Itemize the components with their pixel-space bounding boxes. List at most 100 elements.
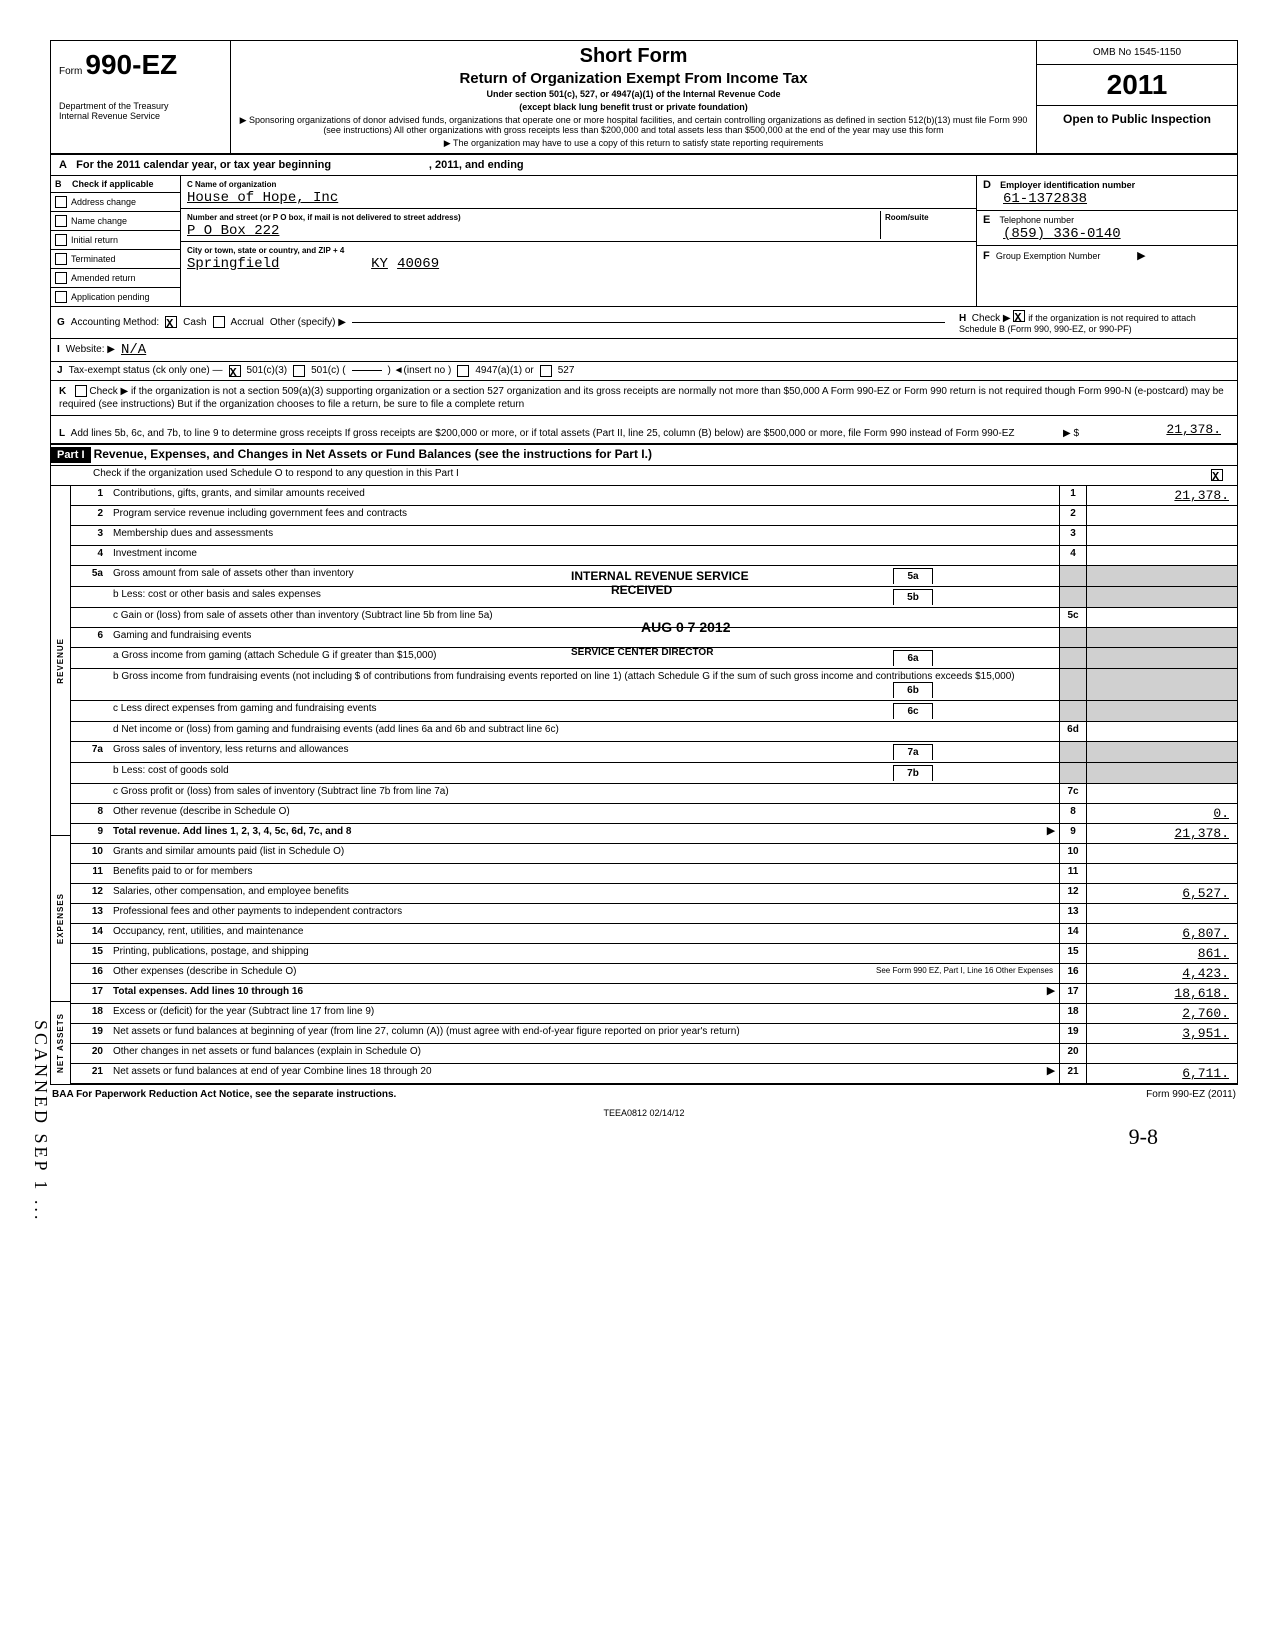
d-text: Employer identification number	[1000, 180, 1135, 190]
main-info: B Check if applicable Address change Nam…	[51, 176, 1237, 306]
checkbox-cash[interactable]: X	[165, 316, 177, 328]
form-title: Return of Organization Exempt From Incom…	[239, 70, 1028, 87]
line-number-label: 21	[71, 1064, 107, 1083]
line-number-label: 2	[71, 506, 107, 525]
line-amount: 18,618.	[1087, 984, 1237, 1003]
org-name: House of Hope, Inc	[187, 190, 338, 206]
line-number-label	[71, 784, 107, 803]
line-number-label: 5a	[71, 566, 107, 586]
line-amount	[1087, 546, 1237, 565]
line-box-number	[1059, 669, 1087, 700]
row-a: A For the 2011 calendar year, or tax yea…	[51, 155, 1237, 176]
checkbox-name-change[interactable]	[55, 215, 67, 227]
omb-number: OMB No 1545-1150	[1037, 41, 1237, 65]
line-text: Other expenses (describe in Schedule O)S…	[107, 964, 1059, 983]
col-d: D Employer identification number 61-1372…	[977, 176, 1237, 306]
line-row: 8Other revenue (describe in Schedule O)8…	[71, 804, 1237, 824]
line-amount: 0.	[1087, 804, 1237, 823]
col-b-label: B	[55, 179, 62, 189]
org-state: KY	[371, 256, 388, 272]
row-a-mid: , 2011, and ending	[429, 159, 524, 171]
line-number-label: 13	[71, 904, 107, 923]
line-box-number: 20	[1059, 1044, 1087, 1063]
checkbox-accrual[interactable]	[213, 316, 225, 328]
line-row: 3Membership dues and assessments3	[71, 526, 1237, 546]
ck-name: Name change	[71, 216, 127, 226]
accrual-label: Accrual	[231, 317, 264, 328]
scanned-stamp: SCANNED SEP 1 ...	[30, 1020, 51, 1222]
name-label: Name of organization	[195, 180, 276, 189]
org-address: P O Box 222	[187, 223, 279, 239]
line-amount	[1087, 1044, 1237, 1063]
line-text: Total expenses. Add lines 10 through 16	[107, 984, 1043, 1003]
ck-amend: Amended return	[71, 273, 136, 283]
handwritten-note: 9-8	[50, 1118, 1238, 1150]
line-text: b Gross income from fundraising events (…	[107, 669, 1059, 700]
s2-label: 501(c) (	[311, 365, 345, 376]
line-amount: 3,951.	[1087, 1024, 1237, 1043]
line-text: Other changes in net assets or fund bala…	[107, 1044, 1059, 1063]
line-amount	[1087, 784, 1237, 803]
line-text: b Less: cost or other basis and sales ex…	[107, 587, 1059, 607]
line-box-number: 16	[1059, 964, 1087, 983]
dept-line-1: Department of the Treasury	[59, 101, 239, 111]
line-amount	[1087, 722, 1237, 741]
line-number-label	[71, 587, 107, 607]
l-arrow: ▶ $	[1063, 428, 1079, 439]
arrow-icon: ▶	[1043, 1064, 1059, 1083]
arrow-icon: ▶	[1043, 984, 1059, 1003]
line-row: 4Investment income4	[71, 546, 1237, 566]
checkbox-address-change[interactable]	[55, 196, 67, 208]
line-text: Contributions, gifts, grants, and simila…	[107, 486, 1059, 505]
line-box-number: 18	[1059, 1004, 1087, 1023]
checkbox-amended[interactable]	[55, 272, 67, 284]
mid-box: 5a	[893, 568, 933, 584]
line-amount	[1087, 526, 1237, 545]
footer-row: BAA For Paperwork Reduction Act Notice, …	[50, 1085, 1238, 1104]
checkbox-initial-return[interactable]	[55, 234, 67, 246]
line-row: c Less direct expenses from gaming and f…	[71, 701, 1237, 722]
line-number-label: 20	[71, 1044, 107, 1063]
form-footer: Form 990-EZ (2011)	[1146, 1089, 1236, 1100]
line-amount	[1087, 864, 1237, 883]
line-box-number: 8	[1059, 804, 1087, 823]
mid-box: 7b	[893, 765, 933, 781]
checkbox-501c[interactable]	[293, 365, 305, 377]
line-amount: 6,711.	[1087, 1064, 1237, 1083]
h-label: H	[959, 313, 966, 324]
line-row: 6Gaming and fundraising events	[71, 628, 1237, 648]
line-row: 14Occupancy, rent, utilities, and mainte…	[71, 924, 1237, 944]
line-number-label: 3	[71, 526, 107, 545]
line-text: c Gross profit or (loss) from sales of i…	[107, 784, 1059, 803]
checkbox-app-pending[interactable]	[55, 291, 67, 303]
line-row: 9Total revenue. Add lines 1, 2, 3, 4, 5c…	[71, 824, 1237, 844]
checkbox-k[interactable]	[75, 385, 87, 397]
short-form-label: Short Form	[239, 45, 1028, 68]
line-box-number: 11	[1059, 864, 1087, 883]
form-id-cell: Form 990-EZ Department of the Treasury I…	[51, 41, 231, 153]
subtitle: Under section 501(c), 527, or 4947(a)(1)…	[239, 89, 1028, 100]
line-box-number: 5c	[1059, 608, 1087, 627]
checkbox-4947[interactable]	[457, 365, 469, 377]
checkbox-527[interactable]	[540, 365, 552, 377]
line-box-number: 17	[1059, 984, 1087, 1003]
checkbox-501c3[interactable]: X	[229, 365, 241, 377]
mid-box: 5b	[893, 589, 933, 605]
line-row: 11Benefits paid to or for members11	[71, 864, 1237, 884]
line-text: Benefits paid to or for members	[107, 864, 1059, 883]
part1-check-text: Check if the organization used Schedule …	[87, 466, 1197, 485]
line-row: 1Contributions, gifts, grants, and simil…	[71, 486, 1237, 506]
website-label: Website: ▶	[66, 344, 115, 355]
line-text: Occupancy, rent, utilities, and maintena…	[107, 924, 1059, 943]
line-number-label: 17	[71, 984, 107, 1003]
side-revenue: REVENUE	[51, 486, 71, 835]
checkbox-schedule-o[interactable]: X	[1211, 469, 1223, 481]
line-text: b Less: cost of goods sold7b	[107, 763, 1059, 783]
side-net-assets: NET ASSETS	[51, 1001, 71, 1084]
line-text: Excess or (deficit) for the year (Subtra…	[107, 1004, 1059, 1023]
line-amount: 4,423.	[1087, 964, 1237, 983]
checkbox-h[interactable]: X	[1013, 310, 1025, 322]
line-amount	[1087, 587, 1237, 607]
line-number-label: 16	[71, 964, 107, 983]
checkbox-terminated[interactable]	[55, 253, 67, 265]
